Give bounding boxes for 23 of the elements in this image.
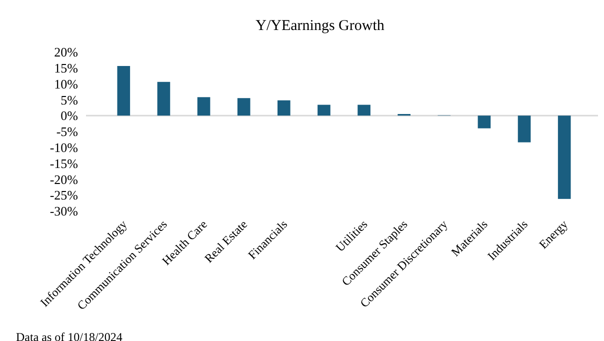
bar bbox=[318, 104, 330, 116]
y-tick-label: -20% bbox=[50, 172, 78, 187]
bar bbox=[358, 104, 370, 116]
y-tick-label: 5% bbox=[60, 92, 78, 108]
y-tick-label: -10% bbox=[50, 140, 78, 155]
bar bbox=[518, 116, 531, 142]
bar bbox=[478, 116, 491, 128]
chart-title: Y/YEarnings Growth bbox=[256, 18, 385, 34]
text: Data as of 10/18/2024 bbox=[16, 330, 122, 341]
y-tick-label: 0% bbox=[60, 108, 78, 124]
bar bbox=[277, 100, 290, 116]
bar bbox=[117, 66, 130, 116]
bar bbox=[237, 98, 250, 116]
bar bbox=[157, 82, 170, 116]
y-tick-label: -15% bbox=[50, 156, 78, 171]
bar bbox=[197, 97, 210, 116]
y-tick-label: -5% bbox=[56, 124, 78, 140]
y-tick-label: -25% bbox=[50, 188, 78, 203]
y-tick-label: -30% bbox=[50, 204, 78, 219]
bar bbox=[558, 116, 571, 199]
y-tick-label: 20% bbox=[54, 44, 78, 60]
y-tick-label: 10% bbox=[54, 76, 78, 92]
y-tick-label: 15% bbox=[54, 60, 78, 76]
